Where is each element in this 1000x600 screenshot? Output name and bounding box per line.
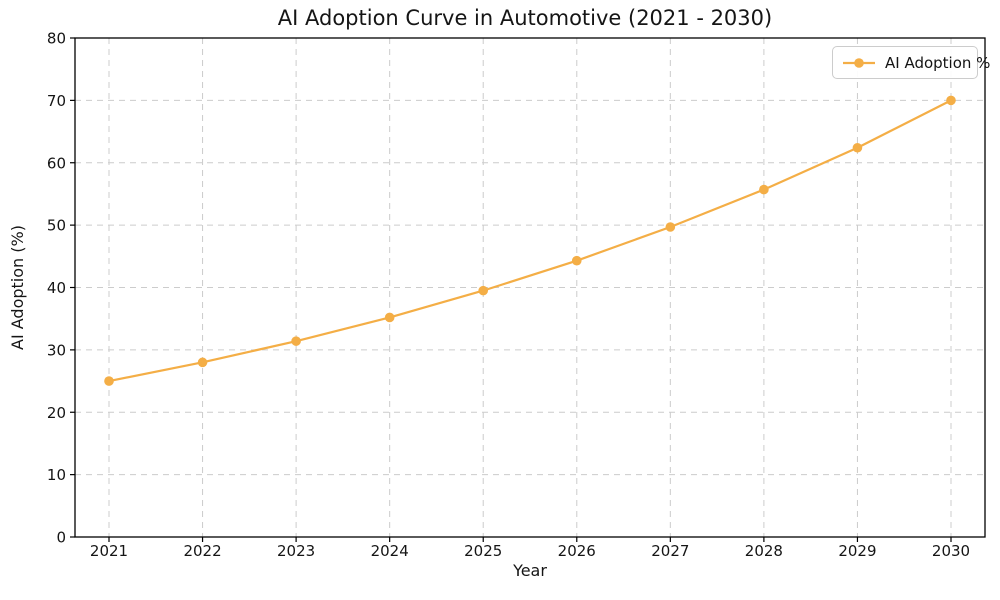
y-tick-label: 30 (47, 341, 66, 359)
y-tick-label: 80 (47, 30, 66, 48)
chart-title: AI Adoption Curve in Automotive (2021 - … (277, 6, 773, 30)
x-tick-label: 2029 (838, 542, 876, 560)
y-tick-label: 0 (56, 529, 66, 547)
data-point (197, 357, 208, 368)
x-tick-label: 2021 (90, 542, 128, 560)
y-tick-label: 60 (47, 154, 66, 172)
y-tick-label: 20 (47, 404, 66, 422)
x-tick-label: 2027 (651, 542, 689, 560)
data-point (384, 312, 395, 323)
data-point (665, 222, 676, 232)
y-tick-label: 10 (47, 466, 66, 484)
data-point (104, 376, 114, 386)
x-tick-label: 2030 (932, 542, 970, 560)
data-point (291, 336, 301, 346)
data-line (107, 99, 953, 383)
legend-line-marker-icon (843, 57, 875, 68)
legend-label: AI Adoption % (885, 53, 991, 72)
x-tick-label: 2022 (183, 542, 221, 560)
data-point (759, 184, 769, 195)
y-tick-label: 70 (47, 92, 66, 110)
x-tick-label: 2024 (371, 542, 409, 560)
y-tick-label: 40 (47, 279, 66, 297)
x-axis-label: Year (513, 561, 547, 580)
x-tick-label: 2023 (277, 542, 315, 560)
data-point (852, 142, 863, 153)
data-point (946, 95, 956, 106)
legend: AI Adoption % (832, 46, 990, 79)
y-tick-label: 50 (47, 217, 66, 235)
data-point (478, 285, 489, 296)
x-tick-label: 2025 (464, 542, 502, 560)
data-point (571, 255, 582, 266)
x-tick-label: 2026 (558, 542, 596, 560)
x-tick-label: 2028 (745, 542, 783, 560)
